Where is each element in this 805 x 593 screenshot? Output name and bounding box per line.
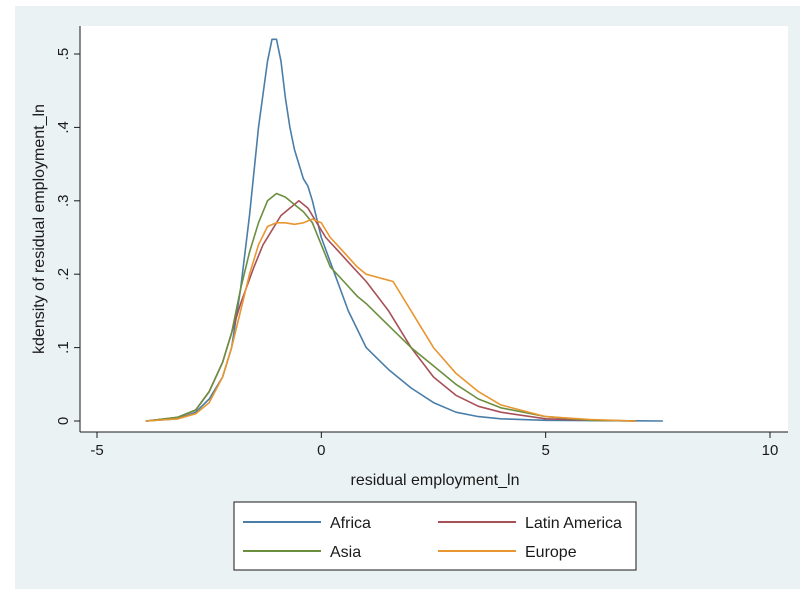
x-ticks: -5 0 5 10 <box>90 432 778 459</box>
x-axis-title: residual employment_ln <box>351 472 520 489</box>
legend-label-latin-america: Latin America <box>525 515 622 532</box>
series-lines <box>145 38 664 422</box>
x-tick-label: 0 <box>317 442 325 459</box>
y-tick-label: .2 <box>55 268 72 281</box>
x-tick-label: 5 <box>541 442 549 459</box>
series-line-europe <box>145 218 637 422</box>
y-tick-label: .1 <box>55 341 72 354</box>
y-tick-label: .5 <box>55 48 72 61</box>
y-axis-title: kdensity of residual employment_ln <box>31 104 48 354</box>
y-tick-label: 0 <box>55 417 72 425</box>
y-ticks: 0 .1 .2 .3 .4 .5 <box>55 48 80 425</box>
plot-area <box>80 26 788 432</box>
chart-frame: 0 .1 .2 .3 .4 .5 -5 0 5 10 residual employment_l… <box>15 6 800 589</box>
x-tick-label: -5 <box>90 442 103 459</box>
series-line-asia <box>145 192 637 422</box>
legend: Africa Latin America Asia Europe <box>233 501 637 571</box>
x-tick-label: 10 <box>762 442 779 459</box>
legend-label-europe: Europe <box>525 544 577 561</box>
series-line-africa <box>145 38 664 422</box>
y-tick-label: .4 <box>55 121 72 134</box>
legend-label-africa: Africa <box>330 515 371 532</box>
legend-label-asia: Asia <box>330 544 361 561</box>
kdensity-chart: 0 .1 .2 .3 .4 .5 -5 0 5 10 residual employment_l… <box>31 26 788 571</box>
legend-box <box>233 501 637 571</box>
y-tick-label: .3 <box>55 195 72 208</box>
